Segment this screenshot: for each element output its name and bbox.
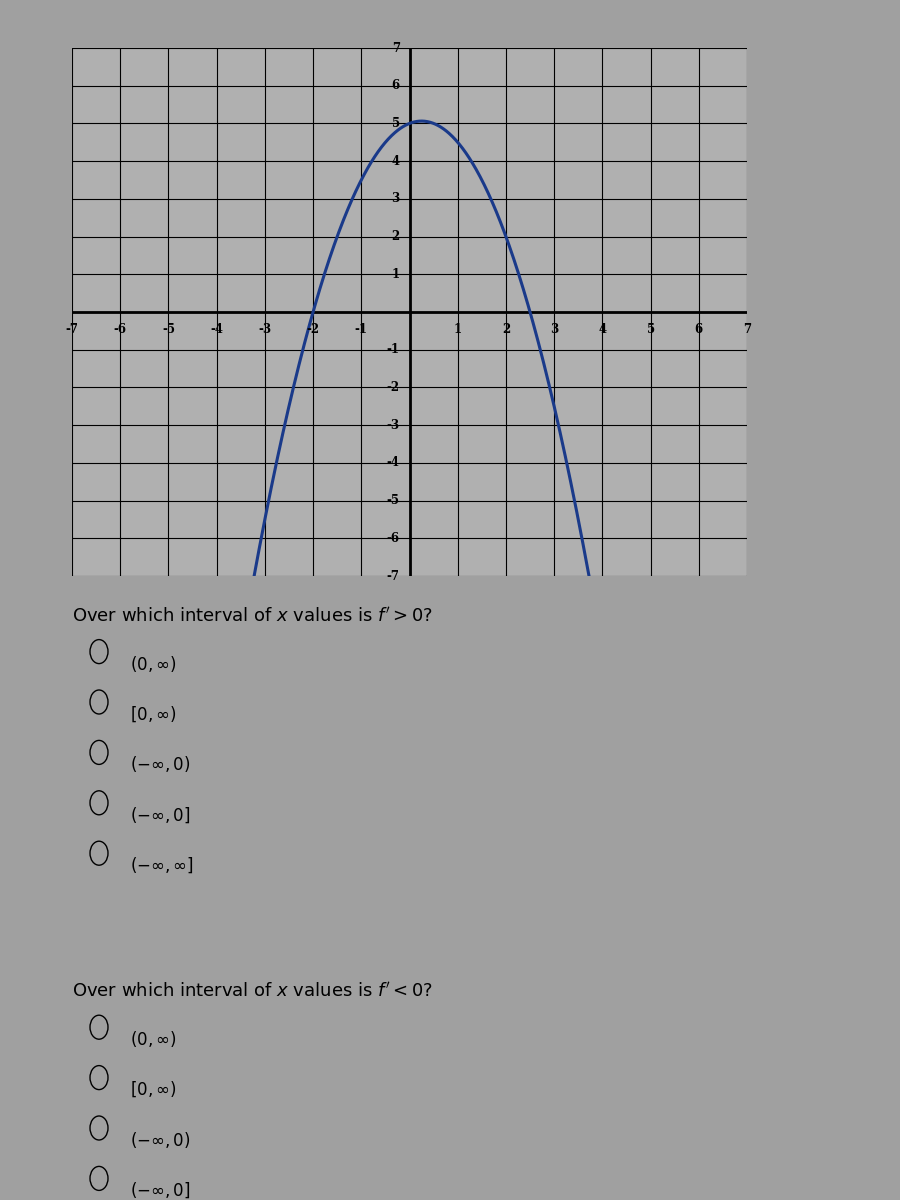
Text: -4: -4 xyxy=(210,323,223,336)
Text: Over which interval of $x$ values is $f' < 0$?: Over which interval of $x$ values is $f'… xyxy=(72,982,433,1001)
Text: 6: 6 xyxy=(392,79,400,92)
Text: Over which interval of $x$ values is $f' > 0$?: Over which interval of $x$ values is $f'… xyxy=(72,606,433,625)
Text: -4: -4 xyxy=(387,456,400,469)
Text: $(-\infty, \infty]$: $(-\infty, \infty]$ xyxy=(130,856,194,875)
Text: -7: -7 xyxy=(66,323,78,336)
Text: 3: 3 xyxy=(392,192,400,205)
Text: -2: -2 xyxy=(387,380,400,394)
Text: 7: 7 xyxy=(392,42,400,54)
Text: -1: -1 xyxy=(355,323,368,336)
Text: 1: 1 xyxy=(392,268,400,281)
Text: $(0, \infty)$: $(0, \infty)$ xyxy=(130,1030,177,1049)
Text: $(-\infty, 0)$: $(-\infty, 0)$ xyxy=(130,755,191,774)
Text: 2: 2 xyxy=(502,323,510,336)
Text: 5: 5 xyxy=(646,323,654,336)
Text: $(-\infty, 0)$: $(-\infty, 0)$ xyxy=(130,1130,191,1150)
Text: -3: -3 xyxy=(387,419,400,432)
Text: -7: -7 xyxy=(387,570,400,582)
Text: 7: 7 xyxy=(742,323,752,336)
Text: $[0, \infty)$: $[0, \infty)$ xyxy=(130,1080,177,1099)
Text: 1: 1 xyxy=(454,323,462,336)
Text: -5: -5 xyxy=(387,494,400,508)
Text: 2: 2 xyxy=(392,230,400,244)
Text: -5: -5 xyxy=(162,323,175,336)
Text: -1: -1 xyxy=(387,343,400,356)
Text: $(-\infty, 0]$: $(-\infty, 0]$ xyxy=(130,805,191,824)
Text: -6: -6 xyxy=(113,323,127,336)
Text: $(-\infty, 0]$: $(-\infty, 0]$ xyxy=(130,1181,191,1200)
Text: -3: -3 xyxy=(258,323,272,336)
Text: 5: 5 xyxy=(392,116,400,130)
Text: 4: 4 xyxy=(598,323,607,336)
Text: -6: -6 xyxy=(387,532,400,545)
Text: 3: 3 xyxy=(550,323,558,336)
Text: -2: -2 xyxy=(307,323,320,336)
Text: $[0, \infty)$: $[0, \infty)$ xyxy=(130,704,177,724)
Text: $(0, \infty)$: $(0, \infty)$ xyxy=(130,654,177,673)
Text: 4: 4 xyxy=(392,155,400,168)
Text: 6: 6 xyxy=(695,323,703,336)
